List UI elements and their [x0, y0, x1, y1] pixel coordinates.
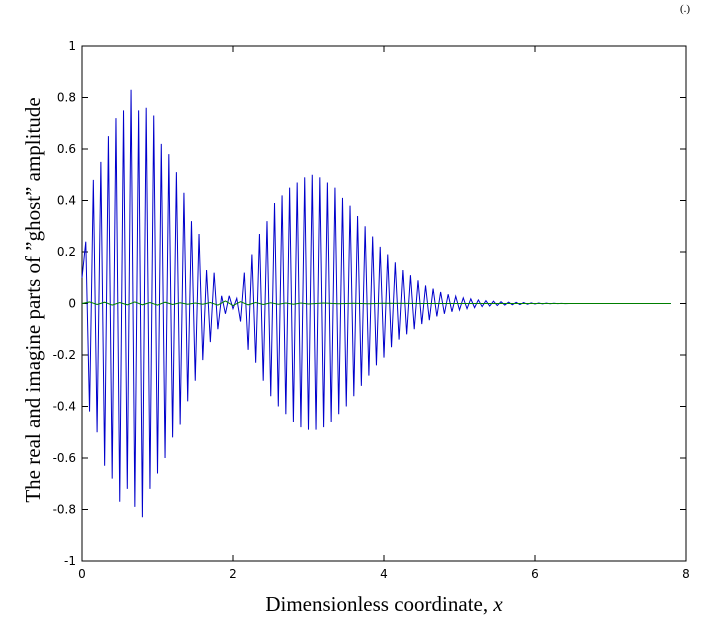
x-ticks: 0 2 4 6 8: [78, 46, 690, 581]
y-tick-label: -1: [64, 554, 76, 568]
x-tick-label: 0: [78, 567, 86, 581]
y-tick-label: -0.2: [53, 348, 76, 362]
x-tick-label: 8: [682, 567, 690, 581]
y-tick-label: 0.8: [57, 91, 76, 105]
series-imag-line: [81, 300, 671, 307]
series-real-line: [81, 89, 671, 518]
y-tick-label: 1: [68, 39, 76, 53]
x-tick-label: 2: [229, 567, 237, 581]
y-tick-label: 0.4: [57, 194, 76, 208]
x-axis-title: Dimensionless coordinate, x: [265, 592, 503, 616]
x-axis-variable: x: [492, 592, 503, 616]
plot-area: [81, 89, 671, 518]
y-tick-label: 0: [68, 297, 76, 311]
x-tick-label: 4: [380, 567, 388, 581]
x-tick-label: 6: [531, 567, 539, 581]
corner-mark: (.): [680, 3, 690, 15]
y-ticks: -1 -0.8 -0.6 -0.4 -0.2 0 0.2 0.4 0.6 0.8 1: [53, 39, 686, 568]
y-tick-label: -0.4: [53, 400, 76, 414]
y-tick-label: 0.6: [57, 142, 76, 156]
y-axis-title: The real and imagine parts of ”ghost” am…: [21, 97, 45, 502]
x-axis-label: Dimensionless coordinate,: [265, 592, 488, 616]
y-tick-label: 0.2: [57, 245, 76, 259]
y-tick-label: -0.6: [53, 451, 76, 465]
y-tick-label: -0.8: [53, 503, 76, 517]
